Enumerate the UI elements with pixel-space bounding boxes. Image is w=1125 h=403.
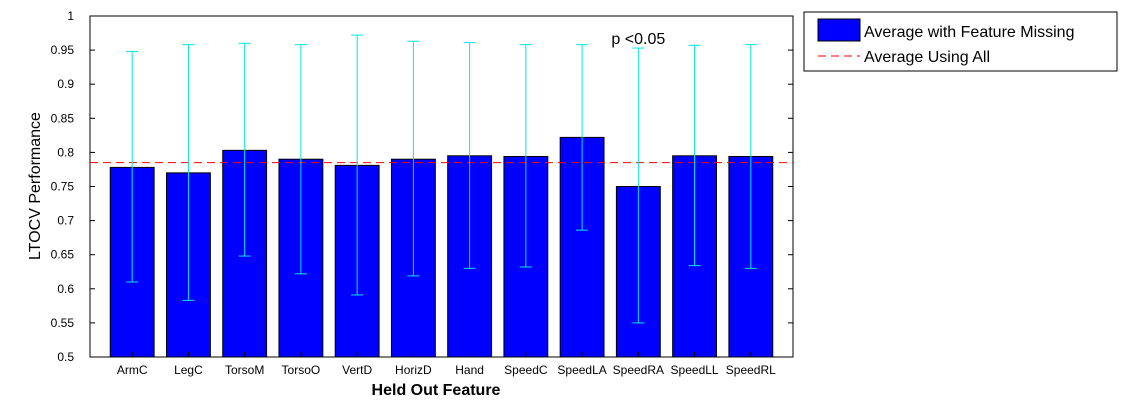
x-tick-label-Hand: Hand bbox=[455, 363, 484, 377]
x-tick-label-TorsoO: TorsoO bbox=[282, 363, 321, 377]
y-tick-label-0.85: 0.85 bbox=[51, 111, 75, 125]
x-axis-ticks: ArmC LegC TorsoM TorsoO VertD HorizD Hand Speed… bbox=[117, 352, 776, 377]
x-axis-title: Held Out Feature bbox=[372, 382, 501, 399]
x-tick-label-SpeedLL: SpeedLL bbox=[671, 363, 719, 377]
x-tick-label-SpeedLA: SpeedLA bbox=[557, 363, 606, 377]
x-tick-label-ArmC: ArmC bbox=[117, 363, 148, 377]
x-tick-label-SpeedRA: SpeedRA bbox=[613, 363, 664, 377]
y-axis-title: LTOCV Performance bbox=[27, 112, 44, 260]
y-tick-label-1: 1 bbox=[67, 9, 74, 23]
x-tick-label-VertD: VertD bbox=[342, 363, 372, 377]
y-axis-ticks: 0.5 0.55 0.6 0.65 0.7 0.75 0.8 0.85 0.9 0.95 1 bbox=[51, 9, 793, 364]
y-tick-label-0.8: 0.8 bbox=[57, 145, 74, 159]
x-tick-label-TorsoM: TorsoM bbox=[225, 363, 264, 377]
y-tick-label-0.65: 0.65 bbox=[51, 248, 75, 262]
y-tick-label-0.9: 0.9 bbox=[57, 77, 74, 91]
x-tick-label-LegC: LegC bbox=[174, 363, 203, 377]
y-tick-label-0.6: 0.6 bbox=[57, 282, 74, 296]
legend-label-feature-missing: Average with Feature Missing bbox=[864, 24, 1074, 41]
legend-swatch-bar bbox=[817, 18, 861, 42]
legend-label-average-using-all: Average Using All bbox=[864, 49, 990, 66]
y-tick-label-0.95: 0.95 bbox=[51, 43, 75, 57]
y-tick-label-0.7: 0.7 bbox=[57, 214, 74, 228]
y-tick-label-0.55: 0.55 bbox=[51, 316, 75, 330]
x-tick-label-HorizD: HorizD bbox=[395, 363, 432, 377]
significance-annotation: p <0.05 bbox=[611, 31, 665, 48]
error-bars-layer bbox=[126, 34, 757, 324]
y-tick-label-0.75: 0.75 bbox=[51, 180, 75, 194]
x-tick-label-SpeedC: SpeedC bbox=[504, 363, 548, 377]
legend: Average with Feature Missing Average Usi… bbox=[803, 11, 1118, 72]
x-tick-label-SpeedRL: SpeedRL bbox=[726, 363, 776, 377]
y-tick-label-0.5: 0.5 bbox=[57, 350, 74, 364]
